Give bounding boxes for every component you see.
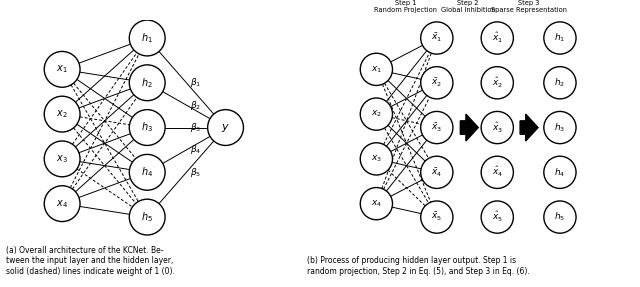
Text: $β_{5}$: $β_{5}$ [189,166,201,179]
Text: $x_{3}$: $x_{3}$ [56,153,68,165]
Text: $\bar{x}_{4}$: $\bar{x}_{4}$ [431,166,442,179]
Text: $h_{3}$: $h_{3}$ [554,121,566,134]
Circle shape [544,111,576,144]
Text: (b) Process of producing hidden layer output. Step 1 is
random projection, Step : (b) Process of producing hidden layer ou… [307,256,530,276]
Text: $x_{2}$: $x_{2}$ [371,109,382,119]
Circle shape [481,201,513,233]
Text: $h_{4}$: $h_{4}$ [141,165,153,179]
Text: $h_{1}$: $h_{1}$ [554,32,566,44]
Circle shape [129,199,165,235]
Circle shape [420,22,453,54]
Circle shape [420,67,453,99]
Text: $h_{1}$: $h_{1}$ [141,31,153,45]
Circle shape [129,154,165,190]
Text: $h_{2}$: $h_{2}$ [554,77,566,89]
Text: Step 2
Global Inhibition: Step 2 Global Inhibition [441,0,495,13]
Circle shape [481,67,513,99]
Text: $β_{2}$: $β_{2}$ [189,99,201,112]
Text: $\hat{x}_{1}$: $\hat{x}_{1}$ [492,31,503,45]
Text: $x_{3}$: $x_{3}$ [371,154,382,164]
Text: $y$: $y$ [221,121,230,133]
Circle shape [360,187,392,220]
Text: $h_{2}$: $h_{2}$ [141,76,153,90]
Circle shape [129,20,165,56]
Text: $\hat{x}_{2}$: $\hat{x}_{2}$ [492,76,503,90]
Text: $\hat{x}_{3}$: $\hat{x}_{3}$ [492,121,503,135]
Text: $β_{4}$: $β_{4}$ [189,144,201,156]
Circle shape [360,98,392,130]
Text: $x_{1}$: $x_{1}$ [56,63,68,75]
Text: $x_{2}$: $x_{2}$ [56,108,68,120]
Text: $\bar{x}_{5}$: $\bar{x}_{5}$ [431,211,442,223]
Text: $\hat{x}_{4}$: $\hat{x}_{4}$ [492,165,503,179]
Text: Step 1
Random Projection: Step 1 Random Projection [374,0,437,13]
Circle shape [360,53,392,86]
Circle shape [544,201,576,233]
Circle shape [481,156,513,189]
Text: $\hat{x}_{5}$: $\hat{x}_{5}$ [492,210,503,224]
Circle shape [420,156,453,189]
Circle shape [481,111,513,144]
Text: $h_{4}$: $h_{4}$ [554,166,566,179]
Text: $\bar{x}_{1}$: $\bar{x}_{1}$ [431,32,442,44]
Text: $h_{5}$: $h_{5}$ [141,210,153,224]
Circle shape [544,22,576,54]
Text: $h_{3}$: $h_{3}$ [141,121,153,134]
Text: $h_{5}$: $h_{5}$ [554,211,566,223]
Circle shape [481,22,513,54]
Circle shape [420,201,453,233]
FancyArrow shape [520,114,538,141]
Circle shape [44,186,80,222]
Circle shape [420,111,453,144]
Text: $β_{1}$: $β_{1}$ [189,76,201,89]
Circle shape [207,110,243,146]
Text: $x_{4}$: $x_{4}$ [56,198,68,210]
Text: (a) Overall architecture of the KCNet. Be-
tween the input layer and the hidden : (a) Overall architecture of the KCNet. B… [6,246,175,276]
Circle shape [360,143,392,175]
FancyArrow shape [460,114,478,141]
Text: $x_{1}$: $x_{1}$ [371,64,382,75]
Text: $x_{4}$: $x_{4}$ [371,198,382,209]
Text: $\bar{x}_{3}$: $\bar{x}_{3}$ [431,121,442,134]
Circle shape [44,96,80,132]
Text: Step 3
Sparse Representation: Step 3 Sparse Representation [491,0,566,13]
Circle shape [44,141,80,177]
Text: $β_{3}$: $β_{3}$ [189,121,201,134]
Circle shape [129,65,165,101]
Circle shape [544,156,576,189]
Circle shape [544,67,576,99]
Circle shape [44,51,80,87]
Text: $\bar{x}_{2}$: $\bar{x}_{2}$ [431,77,442,89]
Circle shape [129,110,165,146]
